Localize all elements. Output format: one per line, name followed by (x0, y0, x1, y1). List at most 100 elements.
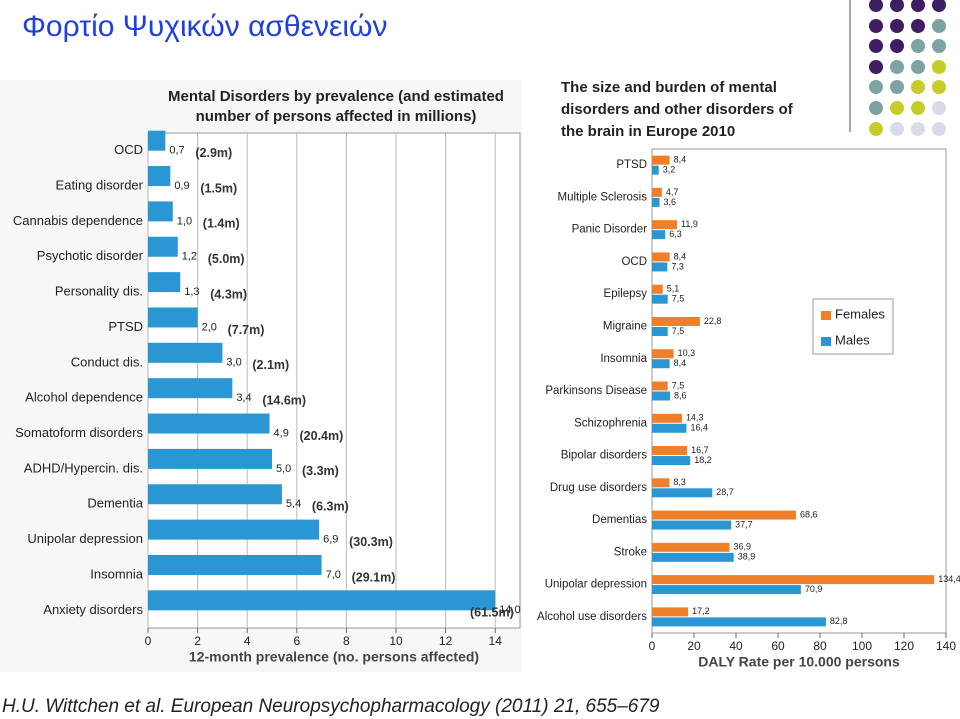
value-label: 18,2 (694, 455, 712, 465)
bar (148, 272, 181, 293)
x-tick-label: 4 (244, 634, 251, 648)
annotation: (2.1m) (252, 358, 289, 372)
value-label: 8,4 (674, 155, 687, 165)
y-tick-label: Dementia (87, 496, 143, 511)
bar (652, 520, 732, 530)
bar (148, 448, 272, 469)
y-tick-label: Migraine (603, 320, 647, 332)
bar (148, 590, 496, 611)
heading: The size and burden of mental (561, 79, 777, 96)
legend-label: Females (835, 306, 885, 321)
bar (148, 166, 171, 187)
value-label: 6,3 (669, 229, 682, 239)
value-label: 8,4 (674, 251, 687, 261)
value-label: 5,4 (286, 498, 301, 510)
bar (652, 230, 666, 240)
chart-title: number of persons affected in millions) (196, 108, 477, 125)
value-label: 4,9 (274, 427, 289, 439)
bar (652, 413, 683, 423)
x-tick-label: 6 (293, 634, 300, 648)
y-tick-label: Epilepsy (604, 288, 648, 300)
bar (652, 349, 674, 359)
value-label: 38,9 (738, 552, 756, 562)
legend-label: Males (835, 332, 870, 347)
y-tick-label: PTSD (108, 319, 143, 334)
y-tick-label: Insomnia (600, 353, 647, 365)
value-label: 7,5 (672, 294, 685, 304)
bar (148, 342, 223, 363)
bar (148, 130, 166, 151)
y-tick-label: Unipolar depression (27, 531, 143, 546)
value-label: 16,4 (690, 423, 708, 433)
value-label: 8,6 (674, 390, 687, 400)
bar (652, 155, 670, 165)
annotation: (1.4m) (203, 217, 240, 231)
x-tick-label: 14 (489, 634, 503, 648)
annotation: (4.3m) (210, 287, 247, 301)
value-label: 14,3 (686, 413, 704, 423)
y-tick-label: Parkinsons Disease (545, 385, 647, 397)
heading: disorders and other disorders of (561, 101, 794, 118)
annotation: (2.9m) (195, 146, 232, 160)
x-axis-label: DALY Rate per 10.000 persons (698, 654, 900, 670)
bar (652, 326, 668, 336)
value-label: 8,4 (674, 358, 687, 368)
value-label: 3,2 (663, 165, 676, 175)
x-tick-label: 140 (936, 639, 956, 653)
x-tick-label: 12 (439, 634, 453, 648)
y-tick-label: OCD (621, 256, 647, 268)
value-label: 6,9 (323, 534, 338, 546)
y-tick-label: Drug use disorders (550, 482, 647, 494)
x-tick-label: 60 (771, 639, 785, 653)
slide-title: Φορτίο Ψυχικών ασθενειών (22, 10, 387, 43)
x-tick-label: 0 (145, 634, 152, 648)
bar (652, 575, 935, 585)
bar (652, 316, 700, 326)
bar (148, 201, 173, 222)
y-tick-label: Cannabis dependence (13, 213, 143, 228)
y-tick-label: Anxiety disorders (43, 602, 143, 617)
annotation: (29.1m) (352, 570, 396, 584)
y-tick-label: Bipolar disorders (561, 450, 648, 462)
value-label: 36,9 (733, 542, 751, 552)
bar (652, 607, 689, 617)
y-tick-label: OCD (114, 142, 143, 157)
value-label: 3,6 (664, 197, 677, 207)
heading: the brain in Europe 2010 (561, 123, 735, 140)
y-tick-label: Personality dis. (55, 284, 143, 299)
value-label: 70,9 (805, 584, 823, 594)
value-label: 22,8 (704, 316, 722, 326)
bar (148, 307, 198, 328)
value-label: 16,7 (691, 445, 709, 455)
bar (652, 446, 688, 456)
y-tick-label: Stroke (614, 546, 647, 558)
x-tick-label: 100 (852, 639, 872, 653)
bar (652, 391, 671, 401)
value-label: 7,3 (671, 261, 684, 271)
bar (652, 220, 677, 230)
annotation: (7.7m) (228, 323, 265, 337)
y-tick-label: Somatoform disorders (15, 425, 143, 440)
y-tick-label: ADHD/Hypercin. dis. (24, 460, 143, 475)
value-label: 7,5 (672, 380, 685, 390)
value-label: 134,4 (938, 574, 960, 584)
value-label: 4,7 (666, 187, 679, 197)
decoration (849, 0, 946, 136)
y-tick-label: Eating disorder (56, 177, 144, 192)
value-label: 1,2 (182, 251, 197, 263)
bar (652, 488, 713, 498)
bar (652, 423, 687, 433)
value-label: 3,0 (226, 357, 241, 369)
y-tick-label: PTSD (616, 159, 647, 171)
value-label: 5,0 (276, 463, 291, 475)
x-tick-label: 40 (729, 639, 743, 653)
annotation: (30.3m) (349, 535, 393, 549)
value-label: 5,1 (667, 284, 680, 294)
annotation: (61.5m) (470, 606, 514, 620)
value-label: 0,9 (174, 180, 189, 192)
bar (652, 478, 670, 488)
value-label: 7,5 (672, 326, 685, 336)
value-label: 1,0 (177, 215, 192, 227)
y-tick-label: Psychotic disorder (37, 248, 144, 263)
